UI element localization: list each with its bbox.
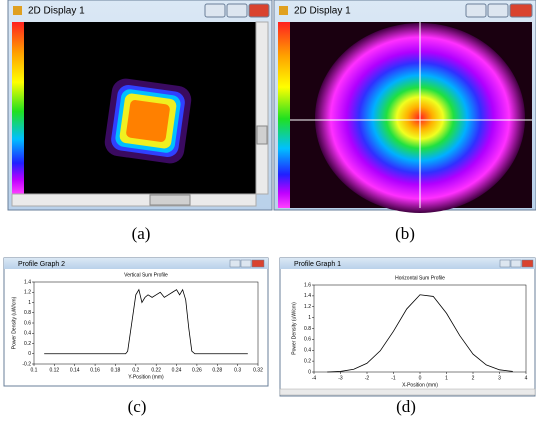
y-tick-label: 0 (28, 351, 31, 357)
beam-core (126, 100, 170, 142)
x-tick-label: 1 (445, 375, 448, 381)
y-tick-label: 0.4 (24, 331, 31, 337)
y-tick-label: 0.2 (304, 358, 311, 364)
colorbar (12, 22, 24, 194)
data-line (44, 288, 248, 355)
window-b: 2D Display 1 (273, 0, 536, 213)
x-axis-label: Y-Position (mm) (128, 374, 164, 380)
y-tick-label: 0.6 (24, 320, 31, 326)
caption: (d) (396, 397, 416, 416)
horizontal-scrollbar[interactable] (11, 193, 257, 207)
window-title: 2D Display 1 (28, 6, 85, 17)
x-tick-label: 0.24 (172, 367, 182, 373)
x-axis-label: X-Position (mm) (402, 382, 438, 388)
x-tick-label: 0.14 (70, 367, 80, 373)
scroll-thumb[interactable] (256, 125, 268, 145)
x-tick-label: 0.28 (212, 367, 222, 373)
chart-title: Vertical Sum Profile (124, 272, 168, 278)
window-icon (13, 6, 22, 15)
close-button[interactable] (521, 259, 534, 268)
y-tick-label: 1.6 (304, 282, 311, 288)
title-bar (4, 258, 268, 269)
x-tick-label: 0 (419, 375, 422, 381)
x-tick-label: 0.3 (234, 367, 241, 373)
y-tick-label: 1.2 (24, 290, 31, 296)
x-tick-label: -4 (312, 375, 317, 381)
window-a: 2D Display 1 (7, 0, 273, 211)
close-button[interactable] (248, 3, 270, 18)
window-title: Profile Graph 1 (294, 261, 341, 268)
y-tick-label: 1 (28, 300, 31, 306)
x-tick-label: -1 (391, 375, 396, 381)
x-tick-label: 0.18 (111, 367, 121, 373)
x-tick-label: 0.12 (49, 367, 59, 373)
x-tick-label: 2 (472, 375, 475, 381)
minimize-button[interactable] (204, 3, 226, 18)
chart-title: Horizontal Sum Profile (395, 275, 445, 281)
window-title: 2D Display 1 (294, 6, 351, 17)
x-tick-label: 0.32 (253, 367, 263, 373)
caption: (a) (132, 224, 151, 243)
minimize-button[interactable] (465, 3, 487, 18)
y-tick-label: 0.4 (304, 348, 311, 354)
maximize-button[interactable] (226, 3, 248, 18)
x-tick-label: 0.26 (192, 367, 202, 373)
y-tick-label: 0.8 (304, 326, 311, 332)
maximize-button[interactable] (487, 3, 509, 18)
colorbar (278, 22, 290, 208)
window-title: Profile Graph 2 (18, 261, 65, 268)
x-tick-label: 3 (498, 375, 501, 381)
y-tick-label: 0.6 (304, 337, 311, 343)
caption: (c) (128, 397, 147, 416)
minimize-button[interactable] (499, 259, 511, 268)
y-tick-label: 1.4 (304, 293, 311, 299)
window-d: Profile Graph 1 (279, 257, 536, 397)
x-tick-label: -2 (365, 375, 370, 381)
close-button[interactable] (509, 3, 533, 18)
window-icon (279, 6, 288, 15)
y-tick-label: 0.2 (24, 341, 31, 347)
caption: (b) (395, 224, 415, 243)
x-tick-label: 4 (525, 375, 528, 381)
x-tick-label: 0.2 (132, 367, 139, 373)
close-button[interactable] (251, 259, 265, 268)
x-tick-label: 0.1 (31, 367, 38, 373)
y-tick-label: 1.2 (304, 304, 311, 310)
y-tick-label: 1 (308, 315, 311, 321)
y-tick-label: 0.8 (24, 310, 31, 316)
y-tick-label: 1.4 (24, 279, 31, 285)
x-tick-label: 0.16 (90, 367, 100, 373)
data-line (327, 294, 513, 373)
horizontal-scrollbar[interactable] (279, 388, 536, 396)
x-tick-label: -3 (338, 375, 343, 381)
y-tick-label: 0 (308, 369, 311, 375)
window-c: Profile Graph 2 (3, 257, 269, 387)
y-axis-label: Power Density (uW/cm) (11, 296, 17, 349)
scroll-thumb[interactable] (149, 194, 191, 206)
vertical-scrollbar[interactable] (255, 21, 269, 195)
y-tick-label: -0.2 (22, 361, 31, 367)
title-bar (280, 258, 535, 269)
maximize-button[interactable] (240, 259, 252, 268)
maximize-button[interactable] (510, 259, 522, 268)
minimize-button[interactable] (229, 259, 241, 268)
y-axis-label: Power Density (uW/cm) (291, 302, 297, 355)
x-tick-label: 0.22 (151, 367, 161, 373)
